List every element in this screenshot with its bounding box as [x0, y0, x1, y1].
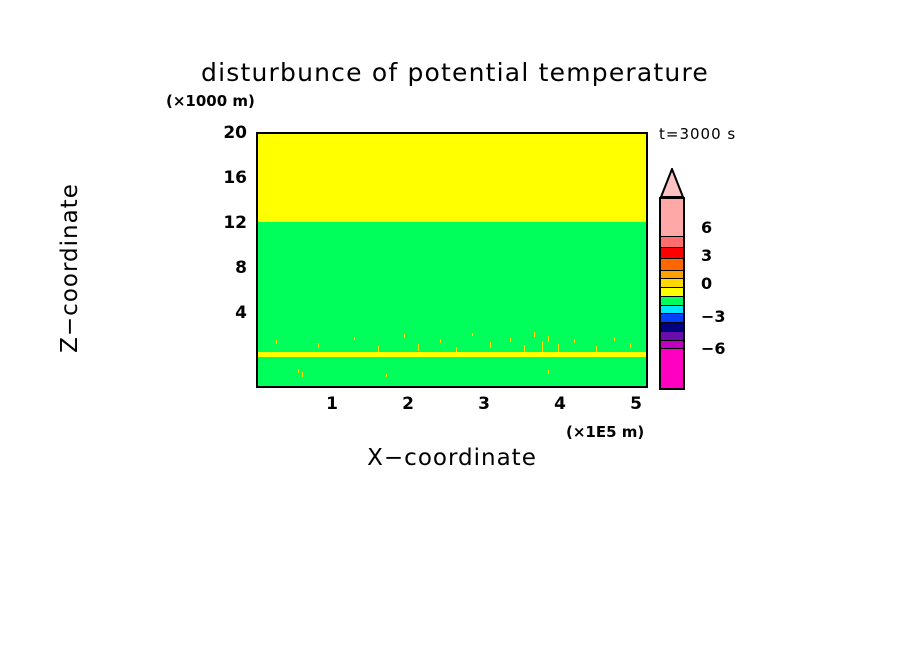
- x-tick-label: 5: [630, 394, 642, 414]
- field-speckle: [302, 372, 303, 377]
- y-axis-title: Z−coordinate: [57, 183, 83, 353]
- colorbar-tick-label: 6: [701, 218, 713, 237]
- x-tick-label: 1: [326, 394, 338, 414]
- x-tick-label: 2: [402, 394, 414, 414]
- field-speckle: [418, 344, 419, 351]
- time-annotation: t=3000 s: [659, 125, 737, 143]
- y-tick-label: 8: [235, 258, 247, 278]
- x-axis-title: X−coordinate: [367, 445, 537, 471]
- field-speckle: [378, 346, 379, 352]
- colorbar-band: [661, 270, 683, 280]
- field-speckle: [276, 340, 277, 344]
- field-speckle: [548, 336, 549, 342]
- colorbar-tick-label: −6: [701, 339, 726, 358]
- colorbar-band: [661, 288, 683, 297]
- x-axis-units-label: (×1E5 m): [566, 423, 645, 441]
- field-region-upper-layer: [258, 134, 646, 222]
- field-speckle: [318, 343, 319, 348]
- x-tick-label: 3: [478, 394, 490, 414]
- y-tick-label: 20: [223, 123, 247, 143]
- colorbar-band: [661, 199, 683, 237]
- colorbar-band: [661, 279, 683, 289]
- colorbar-band: [661, 349, 683, 389]
- field-speckle: [534, 332, 535, 337]
- y-tick-label: 16: [223, 168, 247, 188]
- colorbar-tick-label: 3: [701, 246, 713, 265]
- field-speckle: [386, 374, 387, 377]
- colorbar-band: [661, 305, 683, 315]
- colorbar-band: [661, 247, 683, 260]
- field-speckle: [548, 370, 549, 374]
- y-tick-label: 4: [235, 303, 247, 323]
- colorbar-band: [661, 331, 683, 341]
- field-speckle: [630, 343, 631, 348]
- x-tick-label-group: 1 2 3 4 5: [256, 394, 648, 420]
- page-title: disturbunce of potential temperature: [201, 58, 709, 87]
- field-speckle: [440, 339, 441, 343]
- field-speckle: [542, 341, 543, 352]
- colorbar-band: [661, 340, 683, 350]
- colorbar: 6 3 0 −3 −6: [659, 168, 726, 390]
- field-speckle: [524, 345, 525, 352]
- colorbar-band: [661, 259, 683, 271]
- field-speckle: [574, 339, 575, 343]
- x-tick-label: 4: [554, 394, 566, 414]
- field-speckle: [298, 369, 299, 373]
- colorbar-band: [661, 296, 683, 306]
- colorbar-band: [661, 236, 683, 248]
- field-speckle: [614, 337, 615, 341]
- field-speckle: [472, 333, 473, 336]
- colorbar-tick-label-group: 6 3 0 −3 −6: [689, 168, 749, 390]
- field-speckle: [490, 342, 491, 348]
- colorbar-band: [661, 314, 683, 324]
- colorbar-band: [661, 323, 683, 332]
- colorbar-extend-arrow-icon: [659, 168, 685, 198]
- y-tick-label-group: 20 16 12 8 4: [195, 123, 247, 388]
- heatmap-plot-area: [256, 132, 648, 388]
- field-speckle: [510, 338, 511, 342]
- field-speckle: [456, 347, 457, 352]
- field-speckle: [354, 337, 355, 340]
- colorbar-tick-label: −3: [701, 307, 726, 326]
- field-speckle: [596, 346, 597, 352]
- colorbar-tick-label: 0: [701, 274, 713, 293]
- colorbar-band-stack: [659, 197, 685, 390]
- y-axis-units-label: (×1000 m): [166, 92, 255, 110]
- field-speckle: [558, 344, 559, 352]
- y-tick-label: 12: [223, 213, 247, 233]
- field-speckle: [404, 334, 405, 338]
- field-region-lower-layer: [258, 222, 646, 386]
- field-region-surface-stripe: [258, 352, 646, 357]
